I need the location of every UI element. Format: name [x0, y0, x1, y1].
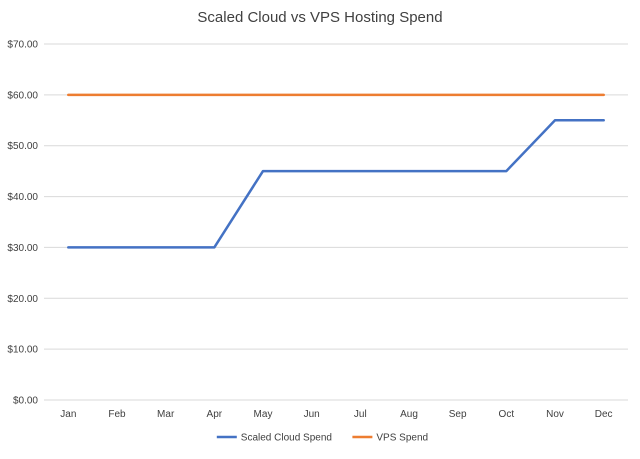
series-lines [67, 93, 605, 249]
x-tick-label: Aug [400, 409, 418, 420]
y-tick-label: $50.00 [7, 141, 38, 152]
x-tick-label: Dec [595, 409, 613, 420]
x-tick-label: Jan [60, 409, 76, 420]
series-line-0 [67, 119, 605, 249]
x-tick-label: Jul [354, 409, 367, 420]
x-tick-label: Jun [304, 409, 320, 420]
x-axis-tick-labels: Jan Feb Mar Apr May Jun Jul Aug Sep Oct Nov Dec [60, 409, 612, 420]
y-axis-tick-labels: $0.00 $10.00 $20.00 $30.00 $40.00 $50.00 $60.0… [7, 40, 38, 407]
x-tick-label: Apr [207, 409, 223, 420]
y-tick-label: $0.00 [13, 396, 38, 407]
y-tick-label: $20.00 [7, 294, 38, 305]
legend-label-1: VPS Spend [376, 433, 428, 444]
y-tick-label: $30.00 [7, 243, 38, 254]
x-tick-label: Feb [108, 409, 126, 420]
x-tick-label: Nov [546, 409, 564, 420]
x-tick-label: Oct [499, 409, 515, 420]
x-tick-label: Sep [449, 409, 467, 420]
x-tick-label: May [254, 409, 273, 420]
x-tick-label: Mar [157, 409, 175, 420]
y-tick-label: $60.00 [7, 90, 38, 101]
legend-label-0: Scaled Cloud Spend [241, 433, 332, 444]
gridlines [44, 43, 628, 401]
y-tick-label: $10.00 [7, 345, 38, 356]
chart-title: Scaled Cloud vs VPS Hosting Spend [197, 9, 442, 26]
legend: Scaled Cloud Spend VPS Spend [216, 433, 428, 444]
y-tick-label: $40.00 [7, 192, 38, 203]
y-tick-label: $70.00 [7, 40, 38, 51]
